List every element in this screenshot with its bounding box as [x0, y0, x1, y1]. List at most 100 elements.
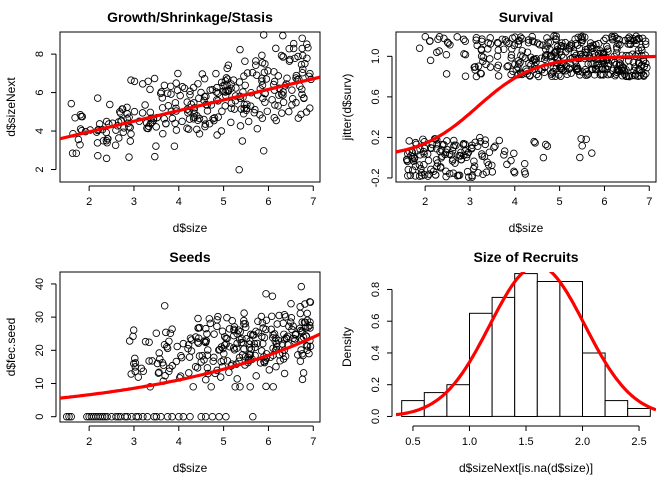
data-point — [261, 60, 269, 68]
data-point — [626, 36, 634, 44]
data-point — [258, 77, 266, 85]
data-point — [565, 44, 574, 52]
data-point — [486, 63, 495, 71]
data-point — [62, 412, 71, 421]
x-tick-label: 2 — [422, 196, 428, 208]
data-point — [264, 67, 272, 75]
data-point — [194, 314, 202, 323]
data-point — [146, 85, 154, 94]
histogram-bar — [536, 281, 561, 417]
data-point — [460, 151, 468, 159]
data-point — [541, 45, 550, 54]
data-point — [243, 69, 252, 77]
data-point — [477, 52, 486, 61]
data-point — [94, 151, 102, 160]
data-point — [171, 99, 180, 107]
data-point — [510, 149, 518, 158]
x-tick-label: 5 — [557, 196, 563, 208]
data-point — [298, 90, 306, 99]
data-point — [507, 156, 515, 165]
data-point — [186, 334, 195, 342]
data-point — [298, 44, 306, 53]
data-point — [159, 129, 167, 138]
data-point — [297, 60, 306, 69]
data-point — [212, 69, 220, 78]
y-tick-label: 30 — [34, 311, 46, 323]
data-point — [165, 337, 173, 346]
data-point — [461, 72, 470, 80]
data-point — [442, 167, 450, 175]
data-point — [641, 40, 650, 49]
data-point — [193, 338, 202, 346]
data-point — [448, 147, 457, 155]
x-tick-label: 2.0 — [575, 436, 590, 448]
data-point — [170, 142, 179, 150]
data-point — [168, 325, 176, 333]
data-point — [194, 339, 203, 347]
data-point — [531, 139, 539, 147]
plot-frame — [59, 271, 321, 423]
data-point — [442, 70, 451, 78]
data-point — [141, 337, 150, 346]
data-point — [286, 318, 295, 326]
x-tick-label: 5 — [221, 436, 227, 448]
data-point — [67, 412, 75, 421]
data-point — [625, 33, 633, 41]
data-point — [210, 114, 219, 122]
data-point — [520, 167, 529, 176]
data-point — [289, 334, 297, 343]
plot-frame — [395, 31, 657, 183]
data-point — [476, 69, 485, 78]
data-point — [125, 337, 134, 345]
data-point — [421, 32, 430, 41]
data-point — [157, 88, 166, 96]
data-point — [481, 136, 489, 144]
data-point — [252, 372, 260, 380]
data-point — [288, 94, 297, 103]
data-point — [524, 38, 533, 47]
data-point — [624, 72, 632, 80]
y-tick-label: 20 — [34, 344, 46, 356]
data-point — [459, 35, 468, 44]
data-point — [243, 104, 251, 113]
data-point — [285, 57, 294, 65]
data-point — [527, 53, 535, 62]
data-point — [184, 344, 192, 353]
data-point — [613, 45, 621, 53]
scatter-points — [403, 32, 651, 181]
y-tick-label: 40 — [34, 278, 46, 290]
data-point — [583, 71, 592, 79]
data-point — [534, 72, 543, 81]
data-point — [236, 383, 244, 391]
data-point — [184, 341, 193, 349]
data-point — [179, 339, 188, 348]
data-point — [166, 82, 175, 91]
data-point — [503, 160, 511, 169]
data-point — [516, 58, 524, 67]
data-point — [119, 128, 128, 136]
data-point — [210, 353, 218, 362]
data-point — [184, 125, 193, 133]
x-axis-label: d$size — [509, 221, 544, 235]
data-point — [261, 98, 269, 106]
data-point — [500, 45, 508, 54]
data-point — [551, 72, 560, 81]
y-tick-label: 0.8 — [370, 282, 382, 297]
data-point — [495, 136, 504, 145]
data-point — [470, 63, 479, 71]
data-point — [629, 58, 638, 67]
data-point — [123, 412, 131, 421]
data-point — [240, 320, 248, 328]
data-point — [269, 383, 277, 391]
data-point — [294, 114, 303, 122]
data-point — [552, 32, 560, 41]
data-point — [227, 118, 235, 127]
x-axis-label: d$sizeNext[is.na(d$size)] — [459, 461, 593, 475]
data-point — [221, 88, 230, 96]
data-point — [189, 83, 198, 92]
data-point — [272, 362, 280, 371]
data-point — [479, 170, 487, 179]
data-point — [473, 41, 481, 50]
data-point — [509, 67, 517, 76]
data-point — [433, 48, 441, 57]
